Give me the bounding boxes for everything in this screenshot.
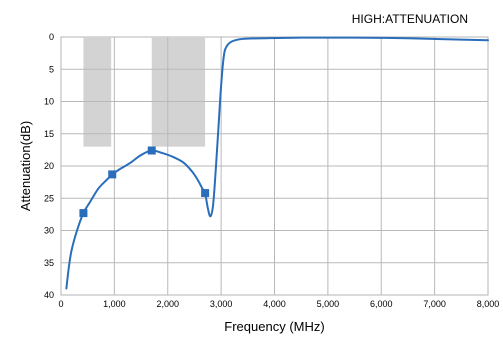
x-tick-label: 0 [58, 299, 63, 309]
x-tick-label: 5,000 [317, 299, 340, 309]
y-tick-label: 10 [44, 97, 54, 107]
y-tick-label: 40 [44, 290, 54, 300]
x-tick-label: 4,000 [263, 299, 286, 309]
y-tick-label: 15 [44, 129, 54, 139]
y-tick-label: 20 [44, 161, 54, 171]
series-layer [65, 36, 489, 290]
x-tick-label: 1,000 [103, 299, 126, 309]
y-axis-title: Attenuation(dB) [18, 121, 33, 211]
attenuation-band-1 [83, 37, 112, 147]
x-tick-label: 8,000 [477, 299, 500, 309]
data-point-marker [108, 170, 117, 179]
data-point-marker [201, 189, 210, 198]
y-tick-label: 5 [49, 64, 54, 74]
x-tick-label: 2,000 [156, 299, 179, 309]
x-axis-title: Frequency (MHz) [224, 319, 324, 334]
y-tick-label: 35 [44, 258, 54, 268]
x-tick-label: 3,000 [210, 299, 233, 309]
x-tick-labels: 0 1,000 2,000 3,000 4,000 5,000 6,000 7,000 8,00… [58, 299, 499, 309]
x-tick-label: 6,000 [370, 299, 393, 309]
chart-title: HIGH:ATTENUATION [352, 12, 468, 26]
x-tick-label: 7,000 [423, 299, 446, 309]
y-tick-labels: 0 5 10 15 20 25 30 35 40 [44, 32, 54, 300]
marker-layer [79, 146, 210, 218]
y-tick-label: 0 [49, 32, 54, 42]
attenuation-series-line-1 [65, 36, 489, 290]
attenuation-bands [83, 37, 206, 147]
data-point-marker [79, 209, 88, 218]
y-tick-label: 25 [44, 193, 54, 203]
y-tick-label: 30 [44, 226, 54, 236]
data-point-marker [147, 146, 156, 155]
attenuation-band-2 [151, 37, 206, 147]
